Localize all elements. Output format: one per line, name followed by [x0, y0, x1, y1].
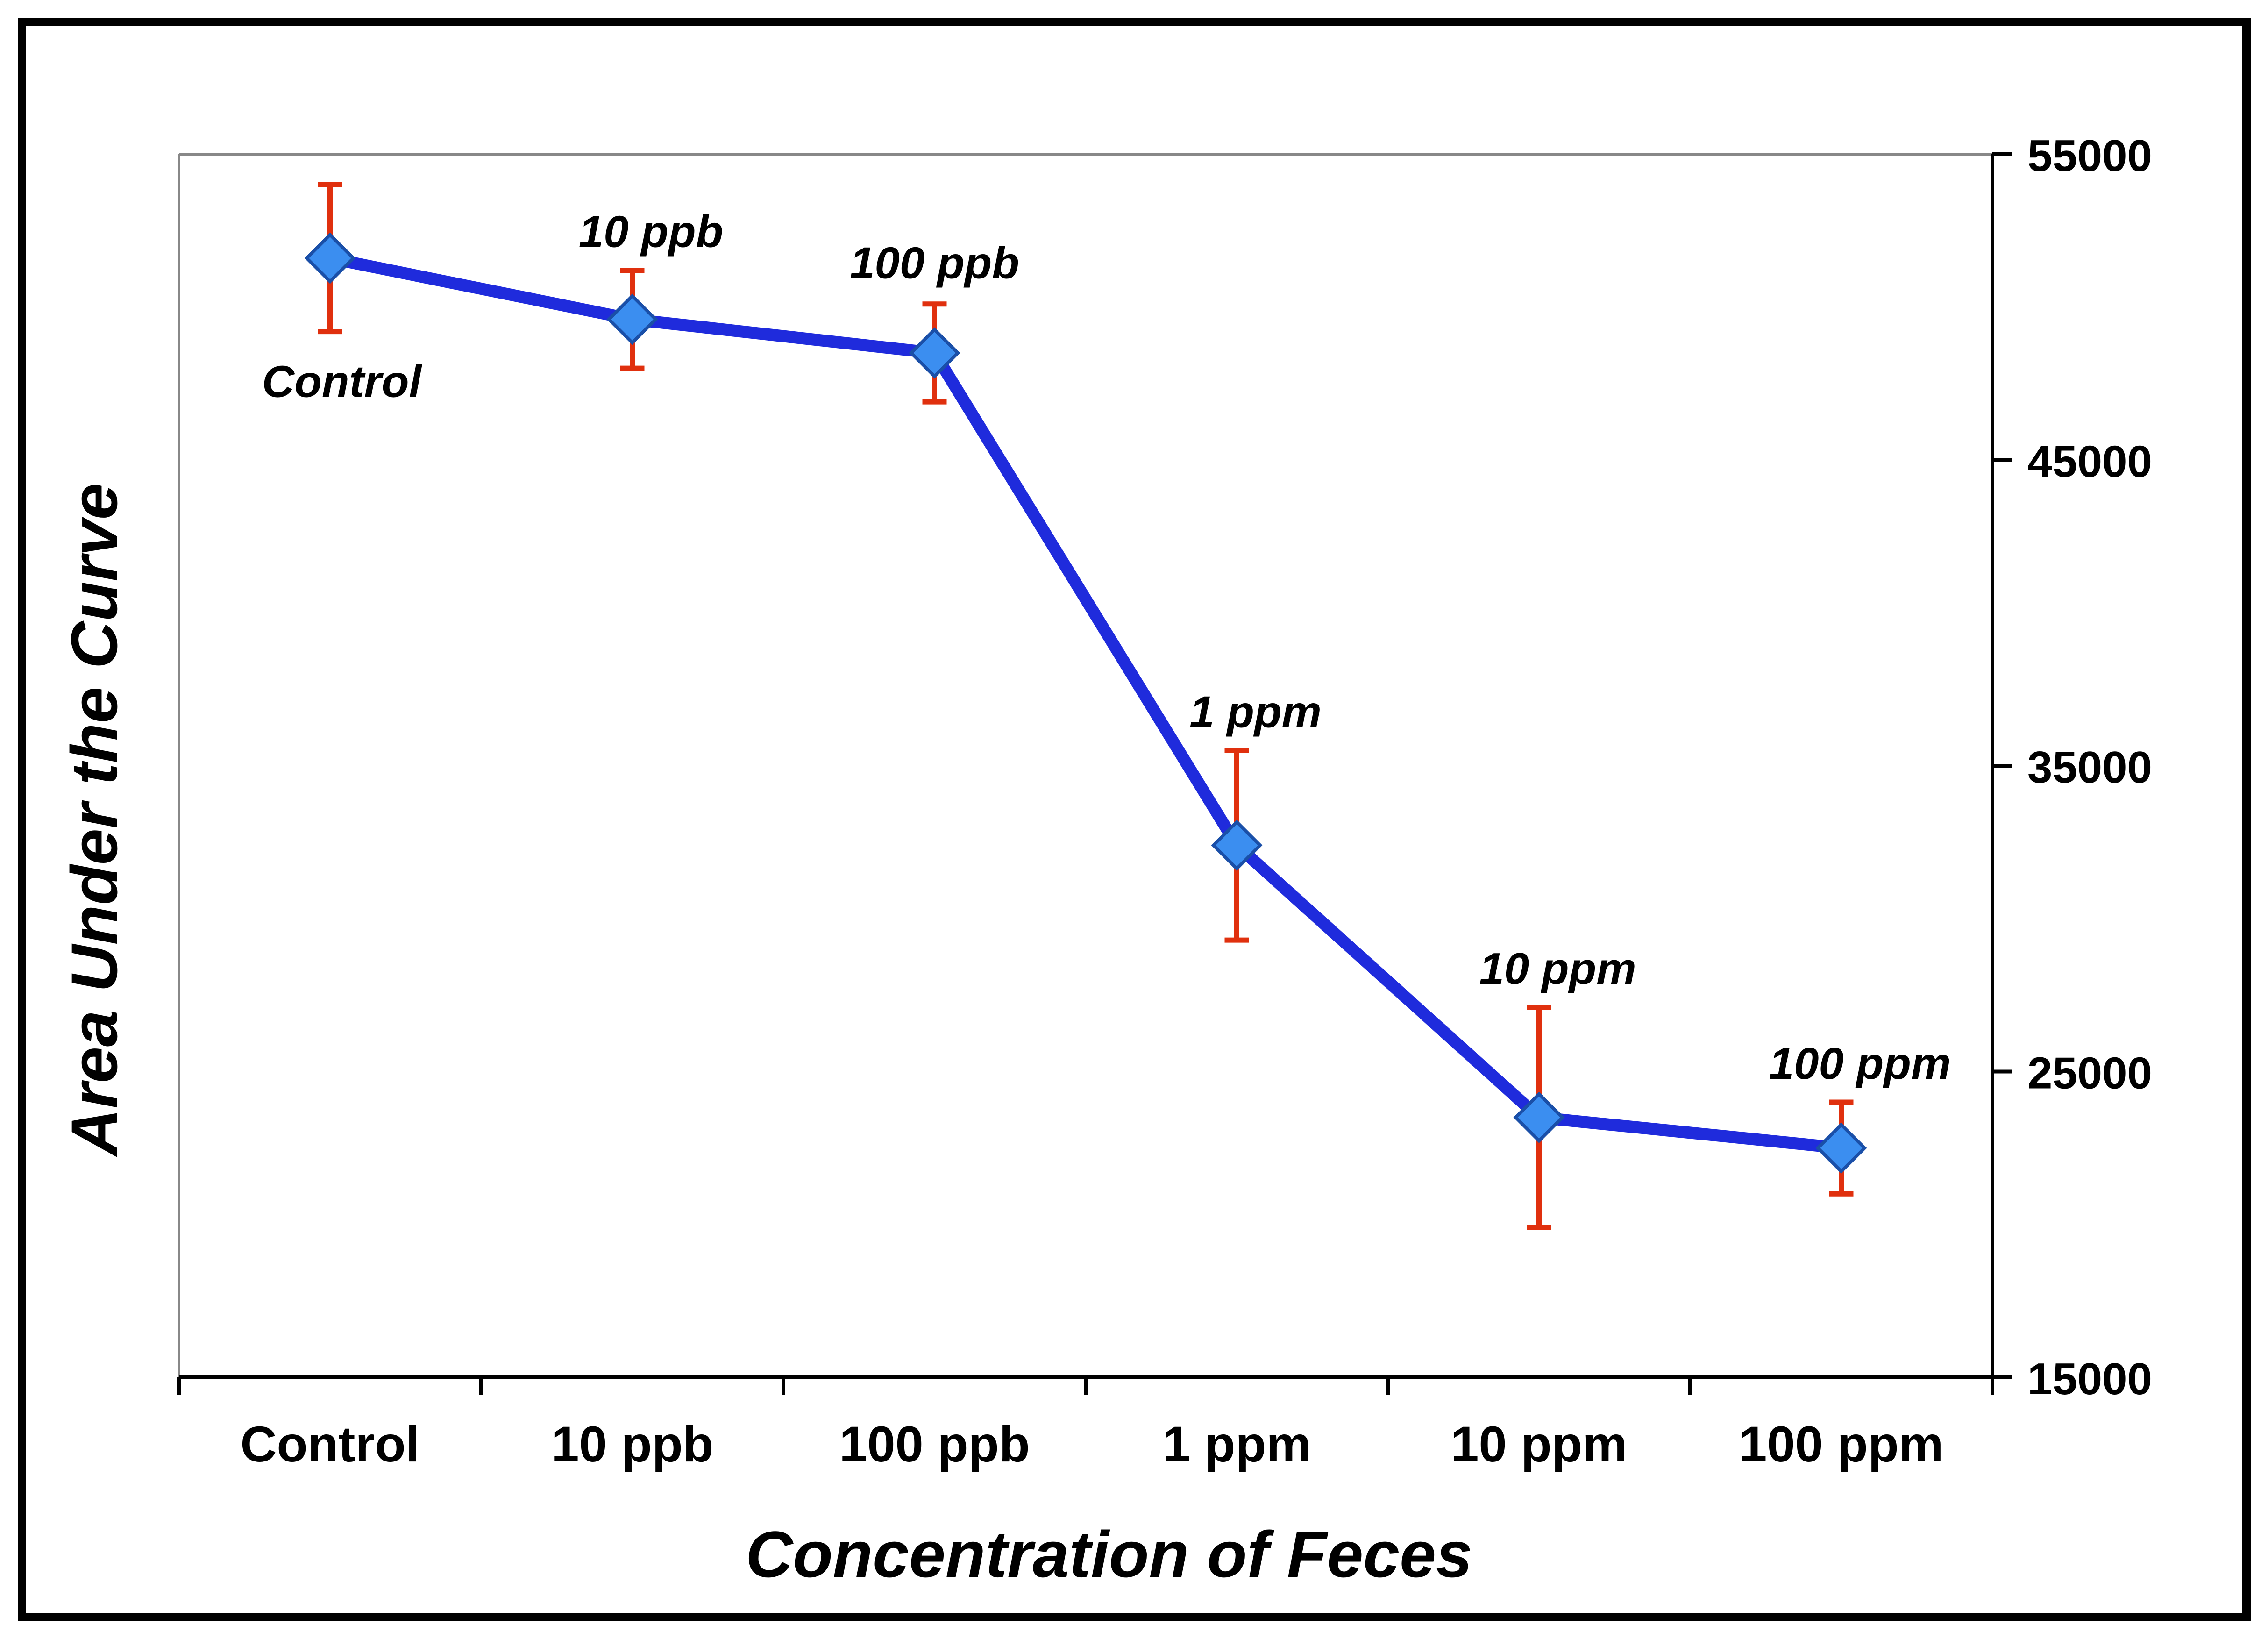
figure-border [18, 18, 2251, 1621]
series-line [328, 252, 1842, 1154]
data-point-label: 10 ppm [1479, 944, 1636, 994]
data-point-marker [304, 232, 356, 284]
data-point-marker [1211, 820, 1263, 871]
data-point-marker [909, 327, 960, 379]
data-point-label: Control [262, 357, 423, 407]
x-tick-label: 100 ppm [1739, 1416, 1943, 1472]
y-tick-label: 25000 [2027, 1048, 2152, 1098]
data-point-marker [606, 293, 658, 345]
y-tick-label: 35000 [2027, 742, 2152, 792]
data-point-marker [1815, 1122, 1867, 1174]
y-tick-label: 45000 [2027, 437, 2152, 487]
data-point-marker [1513, 1091, 1565, 1143]
data-point-label: 100 ppm [1769, 1039, 1951, 1089]
data-point-label: 100 ppb [850, 238, 1019, 288]
y-tick-label: 15000 [2027, 1354, 2152, 1404]
y-axis-title: Area Under the Curve [57, 483, 131, 1157]
x-tick-label: 10 ppb [551, 1416, 713, 1472]
data-point-label: 1 ppm [1189, 687, 1322, 737]
x-tick-label: 10 ppm [1450, 1416, 1627, 1472]
x-tick-label: 100 ppb [839, 1416, 1030, 1472]
x-tick-label: 1 ppm [1162, 1416, 1311, 1472]
x-axis-title: Concentration of Feces [746, 1518, 1472, 1591]
data-point-label: 10 ppb [579, 207, 723, 257]
x-tick-label: Control [241, 1416, 420, 1472]
y-tick-label: 55000 [2027, 131, 2152, 181]
